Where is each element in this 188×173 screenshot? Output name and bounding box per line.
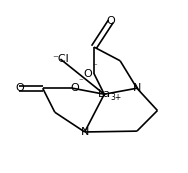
Text: La: La bbox=[98, 89, 111, 99]
Text: N: N bbox=[133, 83, 141, 93]
Text: ⁻: ⁻ bbox=[92, 62, 97, 71]
Text: ⁻: ⁻ bbox=[79, 77, 83, 86]
Text: 3+: 3+ bbox=[111, 93, 122, 102]
Text: O: O bbox=[15, 83, 24, 93]
Text: O: O bbox=[70, 83, 79, 93]
Text: O: O bbox=[83, 69, 92, 79]
Text: ⁻Cl: ⁻Cl bbox=[52, 54, 69, 64]
Text: N: N bbox=[80, 127, 89, 137]
Text: O: O bbox=[106, 16, 115, 26]
